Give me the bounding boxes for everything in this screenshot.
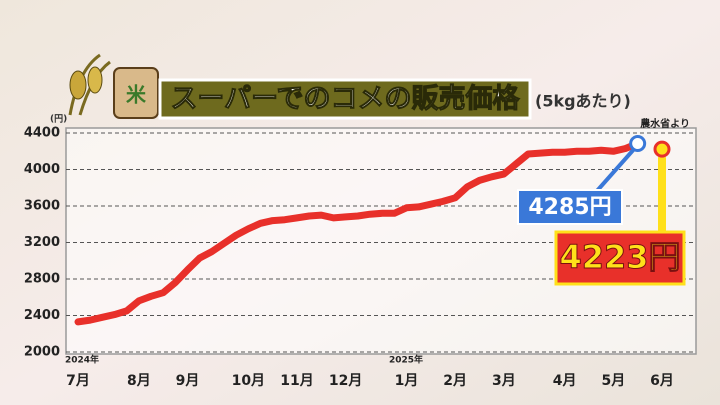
- x-tick-label: 6月: [650, 373, 674, 389]
- source: 農水省より: [640, 117, 690, 130]
- x-tick-label: 12月: [329, 373, 362, 389]
- x-tick-label: 10月: [232, 373, 265, 389]
- callout: [594, 148, 636, 194]
- icon-label: 米: [126, 83, 147, 107]
- x-tick-label: 8月: [127, 373, 151, 389]
- x-tick-label: 11月: [280, 373, 313, 389]
- value-label-box: [517, 189, 623, 225]
- value-label: 4285円: [528, 195, 611, 220]
- chart-subtitle: (5kgあたり): [535, 92, 631, 111]
- marker: [653, 140, 671, 158]
- y-tick-label: 3600: [24, 199, 60, 214]
- y-tick-label: 2800: [24, 272, 60, 287]
- x-tick-label: 9月: [176, 373, 200, 389]
- y-tick-label: 4000: [24, 162, 60, 177]
- x-tick-label: 7月: [66, 373, 90, 389]
- y-tick-label: 4400: [24, 126, 60, 141]
- y-tick-label: 3200: [24, 235, 60, 250]
- chart-title: スーパーでのコメの販売価格: [170, 84, 520, 115]
- value-label: 4223円: [559, 238, 680, 276]
- year-label: 2024年: [65, 354, 99, 366]
- title-box: [158, 78, 532, 120]
- year-label: 2025年: [389, 354, 423, 366]
- x-tick-label: 2月: [443, 373, 467, 389]
- y-tick-label: 2000: [24, 345, 60, 360]
- x-tick-label: 3月: [492, 373, 516, 389]
- marker: [629, 134, 647, 152]
- rice-icon: [68, 53, 159, 119]
- y-tick-label: 2400: [24, 308, 60, 323]
- x-tick-label: 1月: [395, 373, 419, 389]
- value-label-box: [554, 230, 686, 286]
- x-tick-label: 5月: [601, 373, 625, 389]
- x-tick-label: 4月: [553, 373, 577, 389]
- y-unit: (円): [50, 114, 67, 125]
